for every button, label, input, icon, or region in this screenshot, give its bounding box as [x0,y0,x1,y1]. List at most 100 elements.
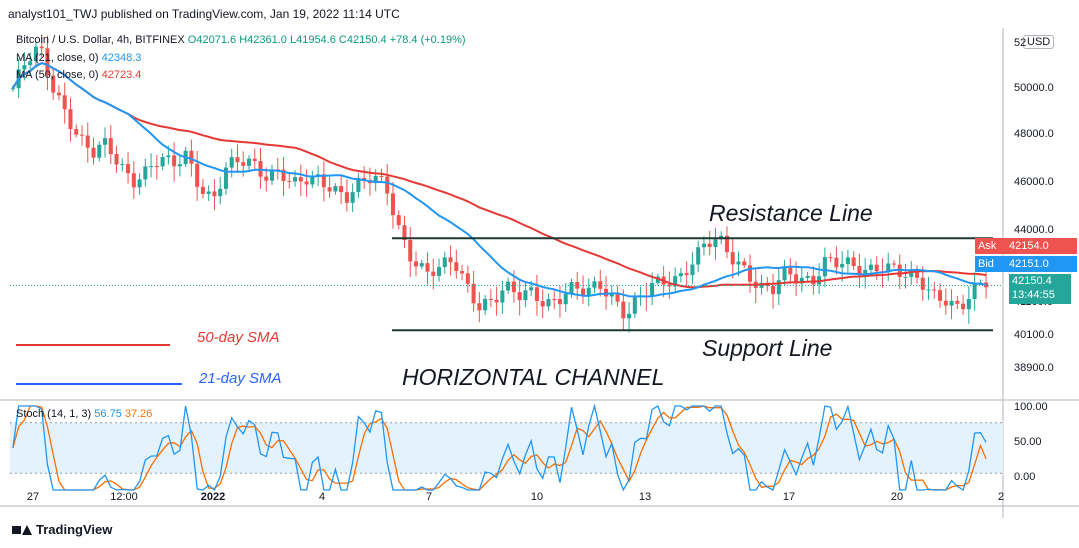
candle [840,263,845,268]
ask-value: 42154.0 [1009,240,1049,252]
sma21-annotation: 21-day SMA [199,370,282,387]
candle [621,301,626,319]
candle [321,174,326,188]
candle [339,186,344,193]
candle [10,88,15,90]
price-tick-38900: 38900.0 [1014,362,1054,374]
candle [494,299,499,303]
candle [488,298,493,300]
last-price-value: 42150.4 [1012,275,1052,287]
candle [425,263,430,272]
candle [632,297,637,314]
candle [771,285,776,295]
candle [22,65,27,70]
time-tick-13: 13 [638,491,652,503]
candle [794,274,799,284]
candle [736,261,741,265]
candle [333,186,338,192]
candle [310,175,315,185]
candle [413,261,419,267]
candle [91,147,96,158]
candle [212,191,217,197]
candle [465,273,470,284]
price-tick-top: 52 [1014,37,1027,49]
change-value: +78.4 (+0.19%) [389,34,466,46]
candle [402,225,407,241]
candle [938,290,943,301]
last-price-tag: 42150.4 13:44:55 [1009,274,1071,304]
chart-canvas[interactable] [0,28,1079,518]
candle [160,157,165,167]
candle [609,292,614,297]
candle [68,109,73,129]
candle [97,144,102,158]
candle [471,283,476,304]
candle [592,281,597,288]
price-tick-46000: 46000.0 [1014,176,1054,188]
stoch-tick-100: 100.00 [1014,401,1048,413]
candle [74,128,79,135]
ma50-label: MA (50, close, 0) [16,69,99,81]
candle [598,281,603,289]
candle [776,280,781,295]
candle [955,300,960,304]
candle [431,271,436,276]
ma50-line [12,62,987,289]
stoch-label: Stoch (14, 1, 3) [16,408,92,420]
candle [730,252,735,265]
candle [28,61,33,66]
candle [419,263,424,267]
candle [241,162,246,166]
currency-button[interactable]: USD [1023,35,1055,49]
stoch-k-value: 56.75 [94,408,122,420]
candle [500,290,505,303]
candle [863,269,868,275]
candle [868,264,873,270]
time-tick-7: 7 [425,491,433,503]
candle [851,257,856,266]
low-value: L41954.6 [289,34,336,46]
candle [650,282,655,296]
price-tick-50000: 50000.0 [1014,82,1054,94]
candle [143,166,148,180]
candle [172,155,177,167]
candle [460,271,465,274]
candle [39,46,44,49]
candle [534,287,539,302]
candle [281,169,286,182]
candle [154,166,159,168]
stoch-d-line [12,405,987,491]
time-tick-17: 17 [782,491,796,503]
candle [506,281,511,291]
candle [229,157,234,168]
candle [454,262,459,272]
candle [362,177,367,181]
candle [926,289,931,291]
close-value: C42150.4 [338,34,387,46]
candle [891,263,896,265]
candle [696,247,701,265]
candle [344,192,349,203]
candle [385,176,390,194]
candle [477,303,482,311]
candle [673,276,678,287]
candle [235,157,240,163]
candle [114,154,119,165]
ma21-legend: MA (21, close, 0) 42348.3 [16,52,141,64]
symbol-label: Bitcoin / U.S. Dollar, 4h, BITFINEX [16,34,185,46]
candle [293,177,298,182]
candle [223,167,228,189]
candle [724,235,729,253]
candle [627,313,632,319]
candle [517,292,522,301]
candle [356,177,361,193]
candle [483,298,488,311]
stoch-legend: Stoch (14, 1, 3) 56.75 37.26 [16,408,152,420]
candle [131,173,136,188]
candle [350,192,355,203]
tradingview-brand[interactable]: TradingView [12,522,112,537]
candle [62,95,67,110]
ma50-value: 42723.4 [101,69,142,81]
candle [270,169,275,181]
candle [396,215,401,226]
